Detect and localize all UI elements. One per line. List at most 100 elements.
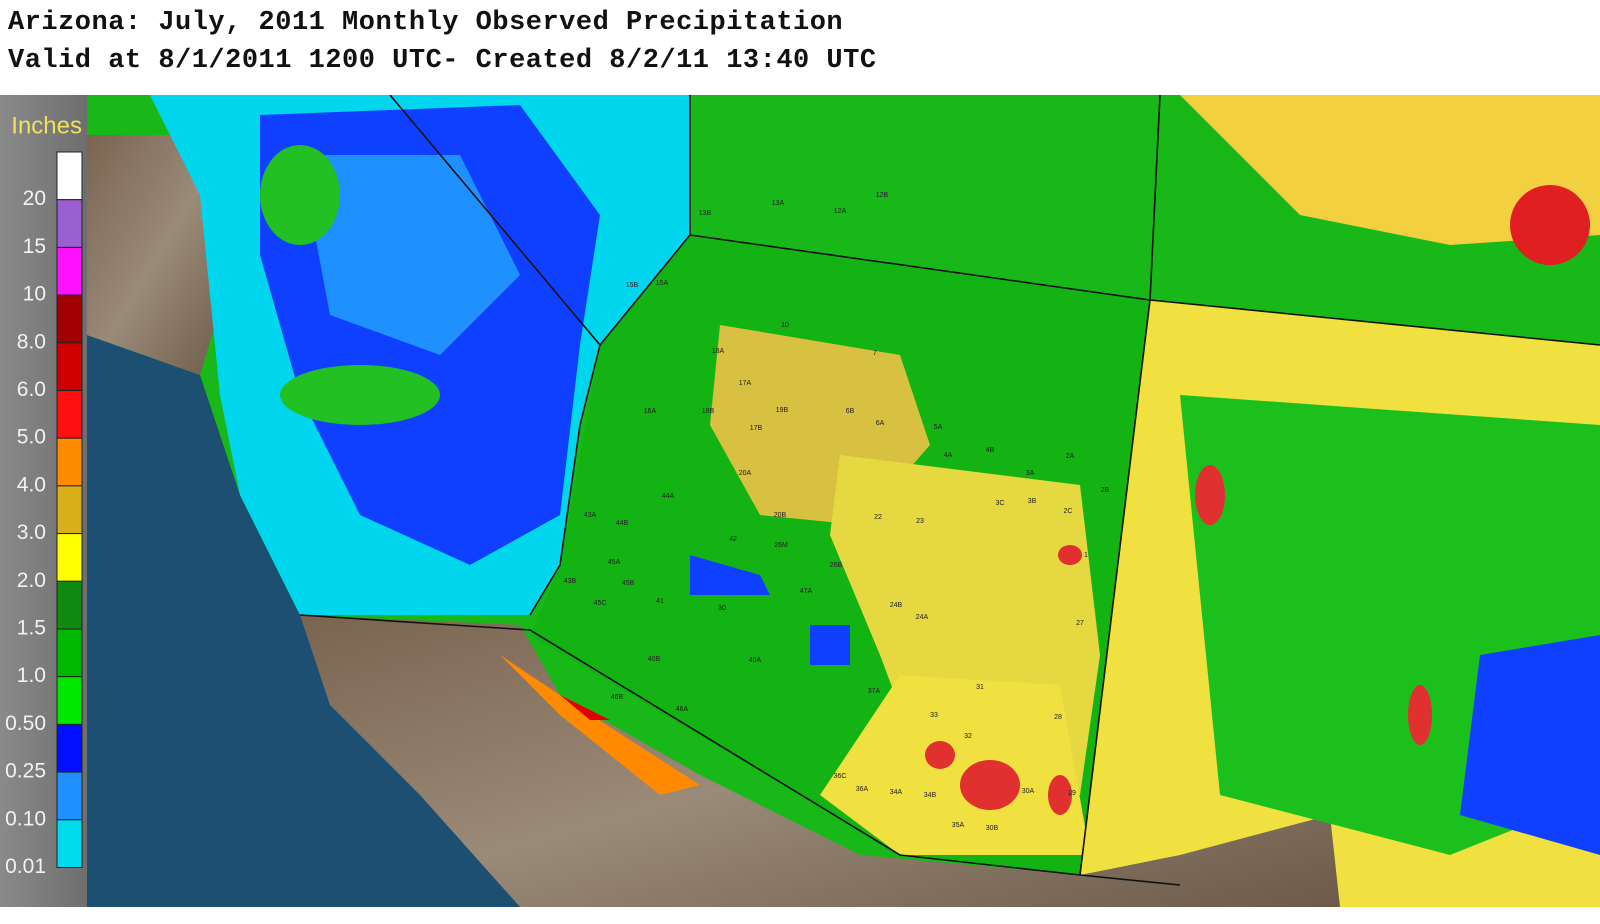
- zone-label: 6A: [876, 420, 885, 427]
- zone-label: 36A: [856, 786, 869, 793]
- legend-label: 0.50: [5, 712, 46, 735]
- zone-label: 43A: [584, 512, 597, 519]
- map-title: Arizona: July, 2011 Monthly Observed Pre…: [8, 8, 844, 38]
- zone-label: 45C: [594, 600, 607, 607]
- zone-label: 44A: [662, 493, 675, 500]
- legend-label: 0.25: [5, 760, 46, 783]
- storm-core: [925, 741, 955, 769]
- zone-label: 15A: [656, 280, 669, 287]
- legend-swatch: [56, 533, 83, 582]
- terrain-mexico: [300, 615, 1340, 907]
- zone-label: 20B: [774, 512, 787, 519]
- zone-label: 4A: [944, 452, 953, 459]
- zone-label: 12A: [834, 208, 847, 215]
- zone-label: 17A: [739, 380, 752, 387]
- zone-label: 28: [1054, 714, 1062, 721]
- zone-label: 34A: [890, 789, 903, 796]
- zone-label: 13B: [699, 210, 712, 217]
- zone-label: 46A: [676, 706, 689, 713]
- map-subtitle: Valid at 8/1/2011 1200 UTC- Created 8/2/…: [8, 46, 877, 76]
- legend-swatch: [56, 437, 83, 487]
- legend-swatch: [56, 390, 83, 439]
- zone-label: 2A: [1066, 453, 1075, 460]
- zone-label: 3A: [1026, 470, 1035, 477]
- wet-coast-core: [560, 695, 610, 720]
- legend-label: 8.0: [17, 330, 46, 353]
- storm-core: [1408, 685, 1432, 745]
- zone-label: 10: [781, 322, 789, 329]
- storm-core: [1195, 465, 1225, 525]
- legend-swatch: [56, 199, 83, 248]
- wet-coast: [500, 655, 700, 795]
- zone-label: 6B: [846, 408, 855, 415]
- zone-label: 30A: [1022, 788, 1035, 795]
- legend-label: 10: [23, 283, 46, 306]
- terrain: [87, 135, 230, 375]
- zone-label: 46B: [611, 694, 624, 701]
- zone-label: 12B: [876, 192, 889, 199]
- rain-cell: [260, 145, 340, 245]
- zone-label: 18B: [702, 408, 715, 415]
- zone-label: 3C: [996, 500, 1005, 507]
- border: [1079, 95, 1161, 876]
- legend-swatch: [56, 580, 83, 630]
- zone-label: 26M: [774, 542, 788, 549]
- zone-label: 36C: [834, 773, 847, 780]
- legend-swatch: [56, 294, 83, 344]
- sparse-rain: [690, 555, 770, 595]
- legend-swatch: [56, 628, 83, 678]
- zone-label: 16A: [644, 408, 657, 415]
- legend-label: 5.0: [17, 426, 46, 449]
- zone-label: 41: [656, 598, 664, 605]
- legend-swatch: [56, 151, 83, 201]
- legend-label: 0.10: [5, 807, 46, 830]
- sparse-rain: [1460, 635, 1600, 855]
- zone-label: 4B: [986, 447, 995, 454]
- legend-label: 4.0: [17, 473, 46, 496]
- zone-label: 26B: [830, 562, 843, 569]
- legend-label: 20: [23, 187, 46, 210]
- legend-unit: Inches: [11, 112, 82, 139]
- zone-label: 45A: [608, 559, 621, 566]
- legend-label: 0.01: [5, 855, 46, 878]
- zone-label: 34B: [924, 792, 937, 799]
- storm-core: [1510, 185, 1590, 265]
- zone-label: 20A: [739, 470, 752, 477]
- zone-label: 15B: [626, 282, 639, 289]
- zone-label: 19B: [776, 407, 789, 414]
- zone-label: 22: [874, 514, 882, 521]
- zone-label: 27: [1076, 620, 1084, 627]
- zone-label: 37A: [868, 688, 881, 695]
- zone-label: 35A: [952, 822, 965, 829]
- border: [599, 95, 691, 346]
- zone-label: 47A: [800, 588, 813, 595]
- legend-label: 6.0: [17, 378, 46, 401]
- light-rain: [300, 155, 520, 355]
- zone-label: 24B: [890, 602, 903, 609]
- legend-swatch: [56, 819, 83, 868]
- legend-label: 2.0: [17, 569, 46, 592]
- legend-label: 1.0: [17, 664, 46, 687]
- border: [299, 614, 1181, 886]
- zone-label: 1: [1084, 552, 1088, 559]
- zone-label: 43B: [564, 578, 577, 585]
- zone-label: 24A: [916, 614, 929, 621]
- zone-label: 45B: [622, 580, 635, 587]
- zone-label: 2C: [1064, 508, 1073, 515]
- legend-swatch: [56, 342, 83, 392]
- zone-label: 32: [964, 733, 972, 740]
- legend-label: 3.0: [17, 521, 46, 544]
- legend-swatch: [56, 771, 83, 821]
- zone-label: 33: [930, 712, 938, 719]
- zone-label: 30B: [986, 825, 999, 832]
- zone-label: 7: [873, 350, 877, 357]
- legend-swatch: [56, 485, 83, 535]
- zone-label: 23: [916, 518, 924, 525]
- zone-label: 42: [729, 536, 737, 543]
- zone-label: 31: [976, 684, 984, 691]
- precipitation-map: Inches 20 15 10 8.0 6.0 5.0 4.0 3.0 2.0 1.5 1.0 0.5…: [0, 95, 1600, 907]
- storm-core: [1058, 545, 1082, 565]
- sparse-rain: [810, 625, 850, 665]
- zone-label: 40A: [749, 657, 762, 664]
